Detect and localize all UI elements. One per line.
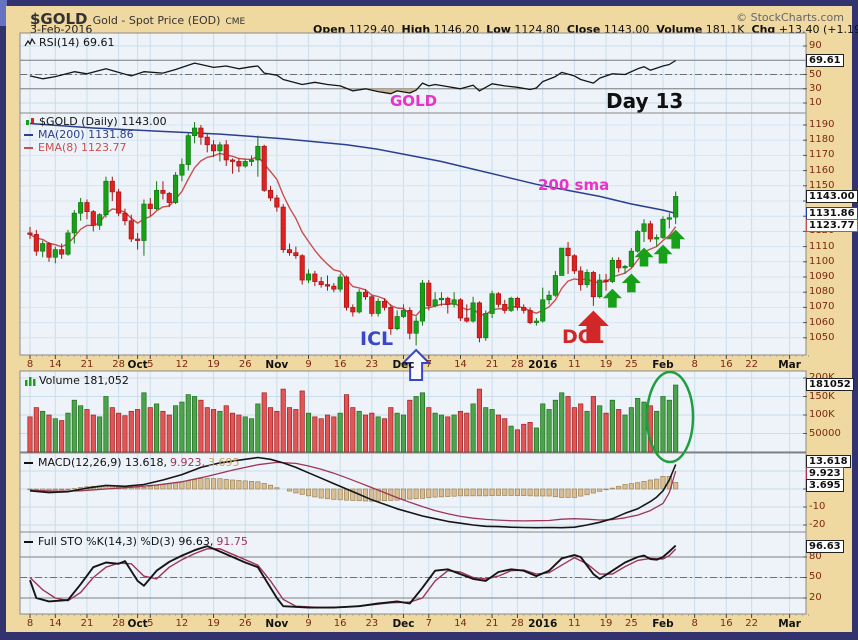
macd-legend-label: MACD(12,26,9) 13.618, [38,456,168,469]
chart-area: $GOLD Gold - Spot Price (EOD) CME © Stoc… [6,6,858,632]
price-legend-title: $GOLD (Daily) 1143.00 [24,115,167,128]
macd-dash-icon [24,461,33,464]
ema8-legend-label: EMA(8) 1123.77 [38,141,127,154]
macd-hist-value: 3.695 [208,456,240,469]
sma200-annotation: 200 sma [538,176,610,194]
volume-value-box: 181052 [806,378,854,391]
close-value-box: 1143.00 [806,190,858,203]
dcl-annotation: DCL [562,326,604,348]
symbol-description: Gold - Spot Price (EOD) [92,14,221,27]
sto-legend-label: Full STO %K(14,3) %D(3) 96.63, [38,535,214,548]
exchange: CME [225,17,246,27]
sto-value-box: 96.63 [806,540,844,553]
scrollbar-corner-artifact [0,0,7,26]
ema8-dash-icon [24,146,33,149]
icl-annotation: ICL [360,328,394,350]
ma200-legend: MA(200) 1131.86 [24,128,134,141]
rsi-legend: RSI(14) 69.61 [24,36,114,49]
macd-legend: MACD(12,26,9) 13.618, 9.923, 3.695 [24,456,240,469]
ema8-value-box: 1123.77 [806,219,858,232]
line-chart-icon [24,37,36,46]
volume-legend-label: Volume 181,052 [39,374,129,387]
day13-annotation: Day 13 [606,89,684,113]
ma200-legend-label: MA(200) 1131.86 [38,128,134,141]
ma200-dash-icon [24,133,33,136]
symbol: $GOLD [30,10,88,28]
ema8-legend: EMA(8) 1123.77 [24,141,127,154]
copyright: © StockCharts.com [736,11,844,24]
rsi-value-box: 69.61 [806,54,844,67]
gold-annotation: GOLD [390,92,438,110]
sto-d-value: 91.75 [216,535,248,548]
macd-hist-value-box: 3.695 [806,479,844,492]
macd-signal-value-box: 9.923 [806,467,844,480]
sto-dash-icon [24,540,33,543]
price-legend-label: $GOLD (Daily) 1143.00 [39,115,167,128]
header-title: $GOLD Gold - Spot Price (EOD) CME [30,9,730,28]
candlestick-icon [26,117,34,125]
macd-signal-value: 9.923, [170,456,206,469]
rsi-legend-label: RSI(14) 69.61 [39,36,115,49]
chart-canvas [19,32,809,618]
sto-legend: Full STO %K(14,3) %D(3) 96.63, 91.75 [24,535,248,548]
bar-chart-icon [25,376,36,386]
volume-legend: Volume 181,052 [24,374,129,387]
